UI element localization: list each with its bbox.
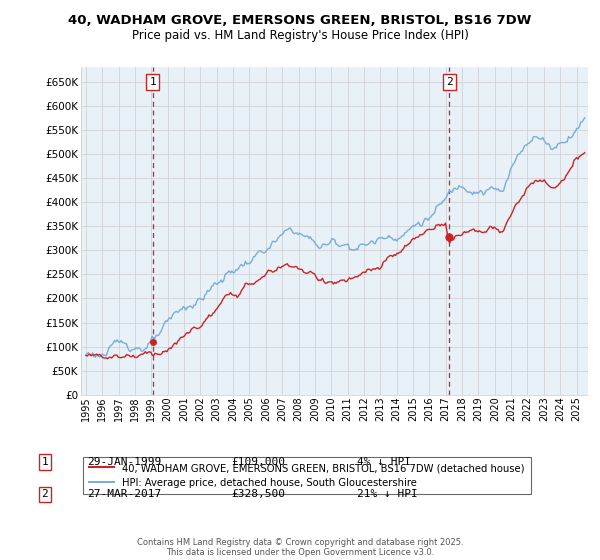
Text: 27-MAR-2017: 27-MAR-2017 <box>87 489 161 500</box>
Text: 40, WADHAM GROVE, EMERSONS GREEN, BRISTOL, BS16 7DW: 40, WADHAM GROVE, EMERSONS GREEN, BRISTO… <box>68 14 532 27</box>
Text: 1: 1 <box>149 77 156 87</box>
Text: 2: 2 <box>41 489 49 500</box>
Text: 4% ↓ HPI: 4% ↓ HPI <box>357 457 411 467</box>
Text: Contains HM Land Registry data © Crown copyright and database right 2025.
This d: Contains HM Land Registry data © Crown c… <box>137 538 463 557</box>
Text: 21% ↓ HPI: 21% ↓ HPI <box>357 489 418 500</box>
Text: Price paid vs. HM Land Registry's House Price Index (HPI): Price paid vs. HM Land Registry's House … <box>131 29 469 42</box>
Text: 2: 2 <box>446 77 453 87</box>
Legend: 40, WADHAM GROVE, EMERSONS GREEN, BRISTOL, BS16 7DW (detached house), HPI: Avera: 40, WADHAM GROVE, EMERSONS GREEN, BRISTO… <box>83 457 531 494</box>
Text: 1: 1 <box>41 457 49 467</box>
Text: £328,500: £328,500 <box>231 489 285 500</box>
Text: 29-JAN-1999: 29-JAN-1999 <box>87 457 161 467</box>
Text: £109,000: £109,000 <box>231 457 285 467</box>
